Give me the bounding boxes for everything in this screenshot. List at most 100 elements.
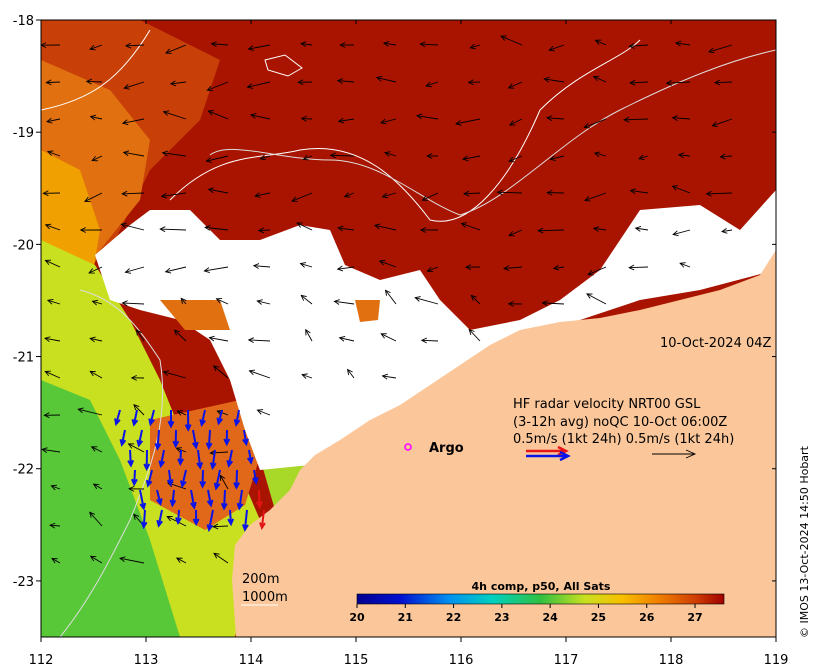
current-vector (638, 154, 649, 161)
current-vector (299, 262, 313, 268)
radar-vector (236, 489, 244, 511)
radar-vector (246, 449, 254, 465)
current-vector (175, 557, 187, 564)
current-vector (464, 264, 481, 271)
current-vector (119, 556, 145, 564)
current-vector (121, 190, 145, 197)
x-tick-label: 115 (344, 653, 369, 668)
colorbar-tick-label: 20 (349, 611, 365, 624)
radar-vector (184, 409, 192, 432)
current-vector (49, 522, 61, 529)
current-vector (127, 443, 145, 453)
current-vector (41, 447, 61, 453)
current-vector (714, 79, 733, 86)
radar-vector (206, 509, 214, 533)
radar-vector (227, 509, 235, 527)
radar-vector (119, 429, 127, 447)
current-vector (426, 153, 439, 159)
current-vector (300, 41, 313, 48)
current-vector (256, 409, 271, 416)
current-vector (329, 152, 355, 159)
radar-vector (131, 469, 138, 487)
colorbar-tick-label: 27 (687, 611, 702, 624)
current-vector (629, 79, 649, 86)
radar-vector (148, 409, 155, 427)
land-australia (232, 250, 776, 637)
current-vector (586, 293, 607, 305)
current-vector (508, 229, 523, 237)
current-vector (85, 78, 103, 85)
current-vector (77, 407, 103, 416)
radar-vector (131, 409, 139, 427)
current-vector (552, 264, 565, 271)
current-vector (300, 294, 313, 305)
current-vector (46, 298, 61, 305)
current-vector (92, 483, 103, 490)
current-vector (426, 266, 439, 273)
radar-vector (233, 469, 240, 490)
current-vector (42, 190, 61, 197)
current-vector (89, 336, 103, 343)
current-vector (176, 410, 187, 416)
plot-frame (40, 19, 777, 638)
colorbar-ticks: 20 21 22 23 24 25 26 27 (349, 604, 703, 624)
current-vector (677, 152, 691, 159)
sst-cold-region (41, 380, 180, 637)
x-tick-label: 114 (239, 653, 264, 668)
current-vector (336, 78, 355, 84)
current-vector (628, 43, 649, 49)
current-vector (380, 118, 397, 125)
current-vector (543, 76, 565, 83)
current-vector (215, 298, 229, 305)
current-vector (671, 115, 691, 121)
current-vector (160, 192, 187, 199)
current-vector (79, 227, 103, 233)
radar-vector (259, 509, 266, 531)
current-vector (212, 523, 229, 530)
radar-vector (213, 469, 221, 491)
radar-vector (191, 429, 199, 450)
x-tick-label: 117 (554, 653, 579, 668)
current-vector (121, 118, 145, 126)
current-vector (665, 80, 691, 86)
current-vector (469, 43, 481, 50)
current-vector (89, 370, 103, 379)
radar-vector (209, 449, 217, 471)
current-vector (419, 41, 439, 48)
current-vector (381, 373, 397, 380)
current-vector (373, 223, 397, 231)
radar-vector (177, 449, 184, 467)
radar-vector (169, 489, 177, 508)
colorbar-tick-label: 21 (398, 611, 413, 624)
radar-vector (233, 409, 241, 427)
current-vector (43, 412, 61, 419)
current-vector (180, 297, 187, 305)
current-vector (584, 192, 607, 202)
x-tick-label: 119 (764, 653, 789, 668)
radar-vector (226, 449, 234, 468)
radar-vector (242, 509, 249, 532)
current-vector (634, 225, 649, 232)
current-vector (89, 114, 103, 121)
radar-vector (156, 489, 163, 507)
current-vector (208, 335, 229, 342)
current-vector (206, 81, 229, 92)
current-vector (45, 79, 61, 86)
current-vector (252, 263, 271, 269)
current-vector (460, 222, 481, 231)
current-vector (343, 192, 355, 198)
current-vector (592, 226, 607, 232)
radar-vector (127, 449, 135, 468)
current-vector (207, 110, 229, 120)
current-vector (128, 485, 145, 492)
colorbar-tick-label: 23 (494, 611, 509, 624)
current-vector (301, 373, 313, 379)
current-vector (133, 404, 145, 416)
current-vector (380, 333, 397, 342)
current-vector (463, 190, 481, 197)
radar-vector (158, 449, 166, 469)
current-vector (629, 188, 649, 195)
current-vector (508, 155, 523, 163)
x-tick-label: 118 (659, 653, 684, 668)
radar-vector (223, 429, 231, 447)
